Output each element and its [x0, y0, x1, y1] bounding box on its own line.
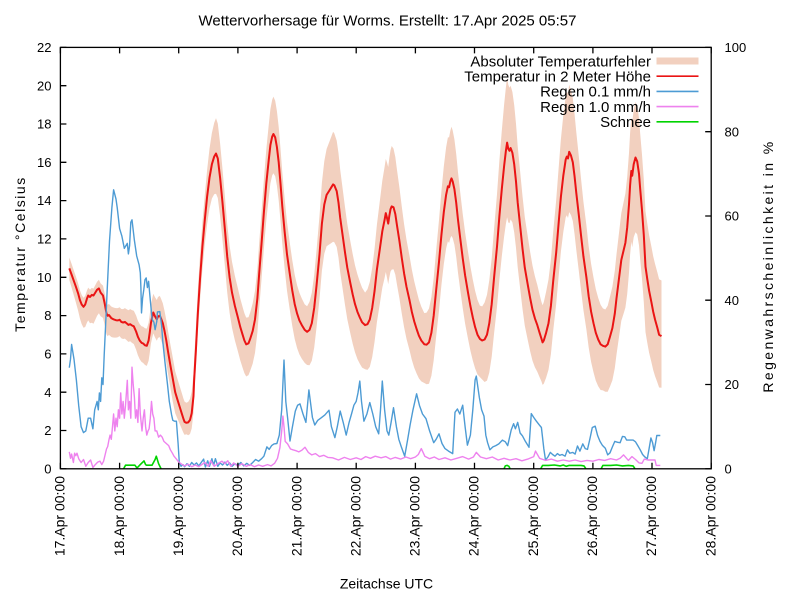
svg-text:26.Apr 00:00: 26.Apr 00:00: [584, 476, 600, 556]
svg-text:22: 22: [37, 40, 51, 55]
svg-text:Temperatur °Celsius: Temperatur °Celsius: [12, 176, 28, 332]
svg-text:24.Apr 00:00: 24.Apr 00:00: [466, 476, 482, 556]
svg-text:Regen 0.1 mm/h: Regen 0.1 mm/h: [540, 84, 651, 101]
svg-text:4: 4: [44, 385, 51, 400]
svg-text:27.Apr 00:00: 27.Apr 00:00: [643, 476, 659, 556]
svg-text:80: 80: [725, 124, 739, 139]
svg-text:Regen 1.0 mm/h: Regen 1.0 mm/h: [540, 99, 651, 116]
svg-text:60: 60: [725, 209, 739, 224]
svg-text:8: 8: [44, 308, 51, 323]
svg-text:14: 14: [37, 193, 51, 208]
svg-text:Temperatur in 2 Meter Höhe: Temperatur in 2 Meter Höhe: [464, 69, 651, 86]
svg-text:21.Apr 00:00: 21.Apr 00:00: [288, 476, 304, 556]
svg-text:18.Apr 00:00: 18.Apr 00:00: [111, 476, 127, 556]
svg-text:0: 0: [725, 461, 732, 476]
svg-text:12: 12: [37, 232, 51, 247]
svg-text:10: 10: [37, 270, 51, 285]
svg-text:6: 6: [44, 347, 51, 362]
svg-text:28.Apr 00:00: 28.Apr 00:00: [702, 476, 718, 556]
svg-text:2: 2: [44, 423, 51, 438]
svg-text:25.Apr 00:00: 25.Apr 00:00: [525, 476, 541, 556]
svg-text:100: 100: [725, 40, 747, 55]
svg-text:Wettervorhersage für Worms. Er: Wettervorhersage für Worms. Erstellt: 17…: [199, 13, 577, 30]
svg-text:22.Apr 00:00: 22.Apr 00:00: [347, 476, 363, 556]
svg-text:17.Apr 00:00: 17.Apr 00:00: [52, 476, 68, 556]
svg-text:20: 20: [725, 377, 739, 392]
svg-text:40: 40: [725, 293, 739, 308]
svg-text:0: 0: [44, 461, 51, 476]
svg-text:20.Apr 00:00: 20.Apr 00:00: [229, 476, 245, 556]
svg-text:19.Apr 00:00: 19.Apr 00:00: [170, 476, 186, 556]
svg-text:20: 20: [37, 78, 51, 93]
svg-text:Regenwahrscheinlichkeit in %: Regenwahrscheinlichkeit in %: [760, 139, 776, 392]
svg-text:16: 16: [37, 155, 51, 170]
svg-text:Zeitachse UTC: Zeitachse UTC: [340, 576, 433, 592]
svg-text:23.Apr 00:00: 23.Apr 00:00: [407, 476, 423, 556]
svg-text:18: 18: [37, 117, 51, 132]
svg-text:Absoluter Temperaturfehler: Absoluter Temperaturfehler: [470, 53, 651, 70]
svg-text:Schnee: Schnee: [600, 114, 651, 131]
